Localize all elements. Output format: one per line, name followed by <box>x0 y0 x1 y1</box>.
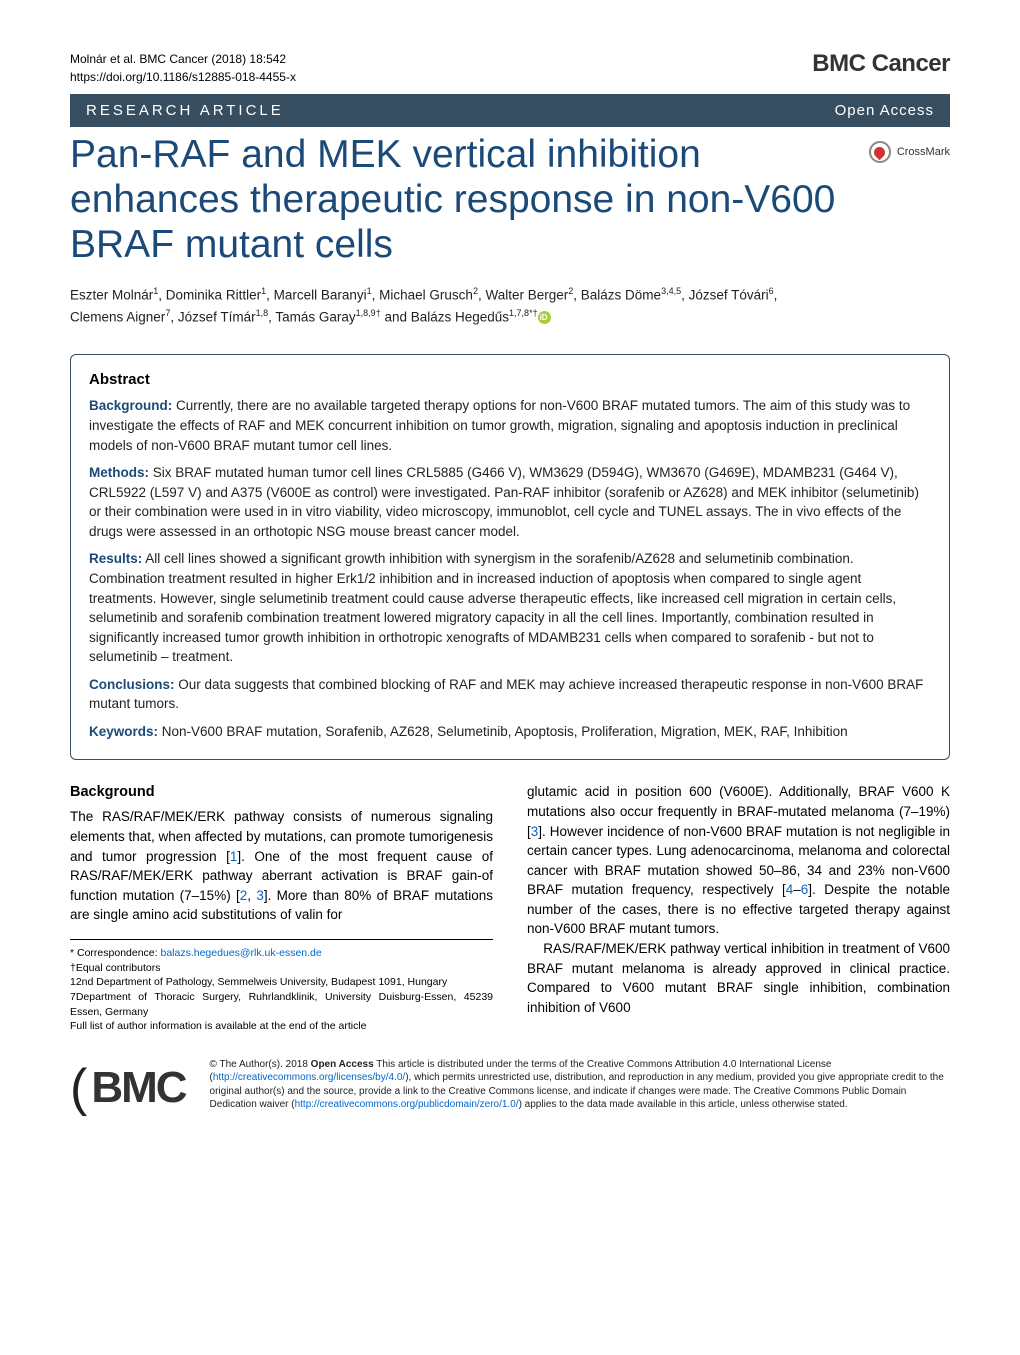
abs-label: Background: <box>89 398 172 413</box>
author: , Tamás Garay <box>268 309 356 324</box>
author: , Walter Berger <box>478 287 568 302</box>
article-type-label: RESEARCH ARTICLE <box>86 102 284 119</box>
full-author-info: Full list of author information is avail… <box>70 1019 493 1034</box>
affil-sup: 1,7,8*† <box>509 308 538 318</box>
crossmark-label: CrossMark <box>897 146 950 158</box>
abs-text: All cell lines showed a significant grow… <box>89 551 896 664</box>
abstract-background: Background: Currently, there are no avai… <box>89 396 931 455</box>
author: Clemens Aigner <box>70 309 165 324</box>
left-column: Background The RAS/RAF/MEK/ERK pathway c… <box>70 782 493 1034</box>
body-columns: Background The RAS/RAF/MEK/ERK pathway c… <box>70 782 950 1034</box>
bmc-logo: ( BMC <box>70 1058 186 1118</box>
citation-ref[interactable]: 3 <box>256 888 264 903</box>
affil-sup: 3,4,5 <box>661 286 681 296</box>
body-paragraph: The RAS/RAF/MEK/ERK pathway consists of … <box>70 807 493 924</box>
bmc-logo-text: BMC <box>91 1063 185 1113</box>
correspondence: * Correspondence: balazs.hegedues@rlk.uk… <box>70 946 493 961</box>
crossmark-badge[interactable]: CrossMark <box>869 141 950 163</box>
bracket-icon: ( <box>70 1058 85 1118</box>
abstract-box: Abstract Background: Currently, there ar… <box>70 354 950 761</box>
cc-license-link[interactable]: http://creativecommons.org/licenses/by/4… <box>213 1072 405 1083</box>
author: , <box>774 287 778 302</box>
author: , Balázs Döme <box>573 287 661 302</box>
body-paragraph: glutamic acid in position 600 (V600E). A… <box>527 782 950 939</box>
corr-label: * Correspondence: <box>70 947 160 959</box>
license-part: © The Author(s). 2018 <box>210 1059 311 1070</box>
author: , Michael Grusch <box>372 287 473 302</box>
header-meta: Molnár et al. BMC Cancer (2018) 18:542 h… <box>70 50 950 86</box>
abstract-keywords: Keywords: Non-V600 BRAF mutation, Sorafe… <box>89 722 931 742</box>
correspondence-email[interactable]: balazs.hegedues@rlk.uk-essen.de <box>160 947 321 959</box>
affiliation-1: 12nd Department of Pathology, Semmelweis… <box>70 975 493 990</box>
author: , József Tóvári <box>681 287 769 302</box>
abs-label: Conclusions: <box>89 677 175 692</box>
license-text: © The Author(s). 2018 Open Access This a… <box>210 1058 950 1112</box>
license-part: ) applies to the data made available in … <box>519 1099 848 1110</box>
abs-text: Six BRAF mutated human tumor cell lines … <box>89 465 919 539</box>
abstract-results: Results: All cell lines showed a signifi… <box>89 549 931 666</box>
abs-label: Methods: <box>89 465 149 480</box>
abstract-conclusions: Conclusions: Our data suggests that comb… <box>89 675 931 714</box>
abstract-methods: Methods: Six BRAF mutated human tumor ce… <box>89 463 931 541</box>
affil-sup: 1,8,9† <box>356 308 381 318</box>
abs-text: Currently, there are no available target… <box>89 398 910 452</box>
license-oa: Open Access <box>311 1059 374 1070</box>
footnotes: * Correspondence: balazs.hegedues@rlk.uk… <box>70 939 493 1034</box>
citation: Molnár et al. BMC Cancer (2018) 18:542 <box>70 50 296 68</box>
page-footer: ( BMC © The Author(s). 2018 Open Access … <box>70 1058 950 1118</box>
journal-logo: BMC Cancer <box>812 50 950 78</box>
author-list: Eszter Molnár1, Dominika Rittler1, Marce… <box>70 284 950 328</box>
body-text: – <box>793 882 801 897</box>
equal-contributors: †Equal contributors <box>70 961 493 976</box>
author: , József Tímár <box>170 309 255 324</box>
body-text: , <box>247 888 256 903</box>
open-access-label: Open Access <box>835 102 934 119</box>
abs-text: Our data suggests that combined blocking… <box>89 677 923 712</box>
abstract-heading: Abstract <box>89 369 931 391</box>
abs-label: Results: <box>89 551 142 566</box>
body-paragraph: RAS/RAF/MEK/ERK pathway vertical inhibit… <box>527 939 950 1017</box>
abs-text: Non-V600 BRAF mutation, Sorafenib, AZ628… <box>158 724 848 739</box>
doi: https://doi.org/10.1186/s12885-018-4455-… <box>70 68 296 86</box>
background-heading: Background <box>70 782 493 803</box>
affil-sup: 1,8 <box>256 308 269 318</box>
orcid-icon[interactable] <box>538 311 551 324</box>
author: Eszter Molnár <box>70 287 153 302</box>
author: , Dominika Rittler <box>158 287 261 302</box>
pd-waiver-link[interactable]: http://creativecommons.org/publicdomain/… <box>295 1099 519 1110</box>
article-type-banner: RESEARCH ARTICLE Open Access <box>70 94 950 127</box>
abs-label: Keywords: <box>89 724 158 739</box>
affiliation-7: 7Department of Thoracic Surgery, Ruhrlan… <box>70 990 493 1019</box>
crossmark-icon <box>869 141 891 163</box>
author: and Balázs Hegedűs <box>381 309 509 324</box>
right-column: glutamic acid in position 600 (V600E). A… <box>527 782 950 1034</box>
article-title: Pan-RAF and MEK vertical inhibition enha… <box>70 133 869 268</box>
author: , Marcell Baranyi <box>266 287 367 302</box>
